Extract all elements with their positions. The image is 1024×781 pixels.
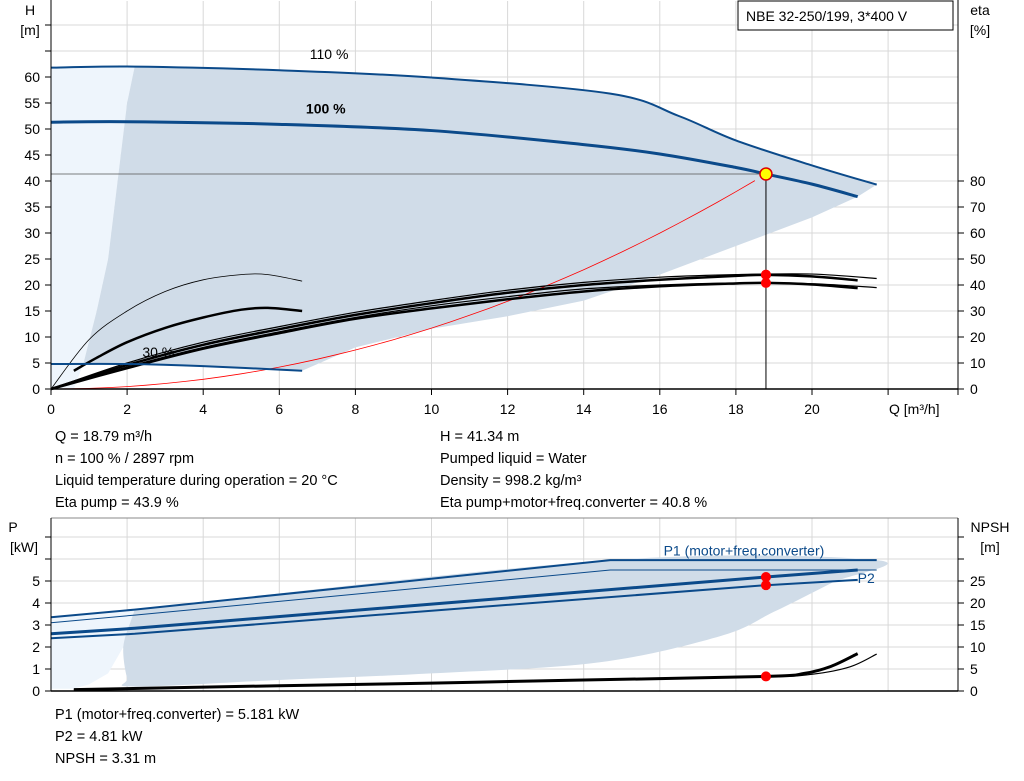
y-tick-label: 60	[24, 69, 40, 85]
y-tick-label: 0	[32, 381, 40, 397]
npsh-tick-label: 0	[970, 683, 978, 699]
operating-area-light	[51, 66, 135, 389]
y-tick-label: 40	[24, 173, 40, 189]
npsh-tick-label: 15	[970, 617, 986, 633]
info-density: Density = 998.2 kg/m³	[440, 473, 582, 489]
p-tick-label: 1	[32, 661, 40, 677]
eta-duty-point	[760, 277, 771, 288]
x-tick-label: 10	[424, 401, 440, 417]
curve-label: P1 (motor+freq.converter)	[664, 543, 825, 559]
npsh-tick-label: 25	[970, 573, 986, 589]
info-eta-total: Eta pump+motor+freq.converter = 40.8 %	[440, 495, 708, 511]
eta-curve-0	[50, 273, 303, 390]
info-liquid: Pumped liquid = Water	[440, 451, 587, 467]
y-axis-unit: [m]	[20, 22, 39, 38]
power-duty-point	[760, 580, 771, 591]
chart-title: NBE 32-250/199, 3*400 V	[746, 8, 908, 24]
x-tick-label: 14	[576, 401, 592, 417]
info-temp: Liquid temperature during operation = 20…	[55, 473, 338, 489]
p-tick-label: 4	[32, 595, 40, 611]
y-tick-label: 50	[24, 121, 40, 137]
y2-tick-label: 40	[970, 277, 986, 293]
y-tick-label: 55	[24, 95, 40, 111]
y2-tick-label: 0	[970, 381, 978, 397]
info-p1: P1 (motor+freq.converter) = 5.181 kW	[55, 707, 300, 723]
curve-label: 100 %	[306, 100, 346, 116]
x-tick-label: 8	[352, 401, 360, 417]
duty-point	[759, 167, 773, 181]
npsh-tick-label: 10	[970, 639, 986, 655]
system-curve	[50, 180, 756, 390]
title-box	[737, 0, 954, 31]
y-tick-label: 10	[24, 329, 40, 345]
npsh-tick-label: 20	[970, 595, 986, 611]
npsh-curve-1	[73, 653, 877, 691]
npsh-axis-label: NPSH	[971, 519, 1010, 535]
head-curve-30	[50, 362, 303, 372]
y2-tick-label: 30	[970, 303, 986, 319]
p-tick-label: 2	[32, 639, 40, 655]
y2-tick-label: 80	[970, 173, 986, 189]
info-eta-pump: Eta pump = 43.9 %	[55, 495, 179, 511]
p-tick-label: 0	[32, 683, 40, 699]
x-tick-label: 12	[500, 401, 516, 417]
eta-curve-1	[73, 306, 303, 372]
x-tick-label: 20	[804, 401, 820, 417]
info-npsh: NPSH = 3.31 m	[55, 751, 157, 767]
x-axis-label: Q [m³/h]	[889, 401, 940, 417]
y-tick-label: 35	[24, 199, 40, 215]
y-axis-label: H	[25, 2, 35, 18]
y2-tick-label: 50	[970, 251, 986, 267]
power-area	[121, 555, 888, 687]
curve-label: 30 %	[142, 344, 174, 360]
y2-axis-unit: [%]	[970, 22, 990, 38]
y-tick-label: 5	[32, 355, 40, 371]
npsh-tick-label: 5	[970, 661, 978, 677]
info-right: H = 41.34 m Pumped liquid = Water Densit…	[440, 426, 707, 514]
curve-label: 110 %	[310, 46, 349, 62]
y2-tick-label: 60	[970, 225, 986, 241]
power-curve-1	[50, 569, 877, 624]
eta-duty-point	[760, 269, 771, 280]
x-tick-label: 4	[199, 401, 207, 417]
y-tick-label: 15	[24, 303, 40, 319]
power-curve-3	[50, 578, 858, 640]
y2-tick-label: 70	[970, 199, 986, 215]
y-tick-label: 45	[24, 147, 40, 163]
x-tick-label: 6	[275, 401, 283, 417]
x-tick-label: 0	[47, 401, 55, 417]
info-q: Q = 18.79 m³/h	[55, 429, 153, 445]
p-tick-label: 3	[32, 617, 40, 633]
x-tick-label: 16	[652, 401, 668, 417]
head-curve-110	[50, 65, 877, 186]
power-curve-0	[50, 559, 877, 619]
power-duty-point	[760, 572, 771, 583]
info-bottom: P1 (motor+freq.converter) = 5.181 kW P2 …	[55, 704, 299, 770]
y-tick-label: 25	[24, 251, 40, 267]
y2-tick-label: 20	[970, 329, 986, 345]
p-tick-label: 5	[32, 573, 40, 589]
info-p2: P2 = 4.81 kW	[55, 729, 143, 745]
power-curve-2	[50, 568, 858, 636]
y-tick-label: 30	[24, 225, 40, 241]
curve-label: P2	[858, 570, 875, 586]
y2-tick-label: 10	[970, 355, 986, 371]
p-axis-label: P	[8, 519, 17, 535]
operating-area	[83, 66, 877, 371]
info-h: H = 41.34 m	[440, 429, 520, 445]
info-left: Q = 18.79 m³/h n = 100 % / 2897 rpm Liqu…	[55, 426, 338, 514]
x-tick-label: 18	[728, 401, 744, 417]
p-axis-unit: [kW]	[10, 539, 38, 555]
npsh-axis-unit: [m]	[980, 539, 999, 555]
y-tick-label: 20	[24, 277, 40, 293]
y2-axis-label: eta	[970, 2, 990, 18]
info-n: n = 100 % / 2897 rpm	[55, 451, 195, 467]
x-tick-label: 2	[123, 401, 131, 417]
npsh-duty-point	[760, 671, 771, 682]
